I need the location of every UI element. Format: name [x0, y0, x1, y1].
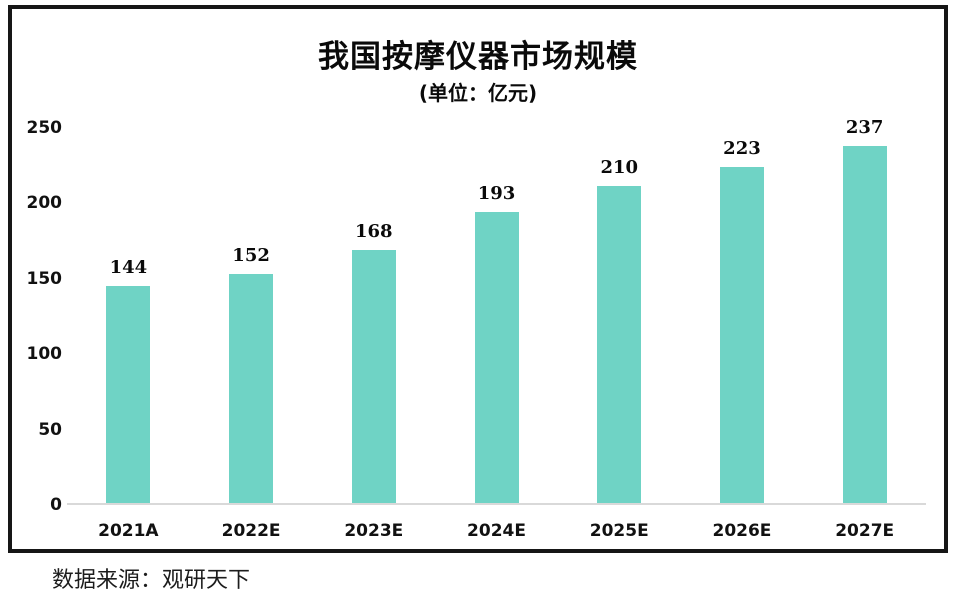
bar-value-label: 223	[723, 137, 761, 159]
bar-2026E	[719, 166, 764, 503]
x-tick-label-2022E: 2022E	[221, 521, 281, 541]
x-tick-label-2025E: 2025E	[589, 521, 649, 541]
y-tick-label: 150	[26, 268, 63, 289]
bar-column-2023E: 168	[312, 128, 435, 503]
chart-subtitle: (单位：亿元)	[418, 81, 538, 105]
y-tick-label: 0	[50, 495, 62, 515]
bar-column-2026E: 223	[681, 128, 804, 503]
bar-2024E	[474, 211, 519, 503]
bar-value-label: 210	[600, 157, 639, 179]
chart-frame: 我国按摩仪器市场规模 (单位：亿元) 0 50 100 150 200 250 144 15…	[8, 5, 948, 553]
bar-2023E	[351, 249, 396, 503]
y-tick-label: 250	[26, 118, 63, 138]
bar-column-2027E: 237	[803, 118, 926, 503]
bar-value-label: 193	[477, 182, 516, 204]
x-tick-label-2026E: 2026E	[712, 521, 772, 541]
bar-2027E	[842, 145, 887, 503]
x-tick-label-2024E: 2024E	[467, 521, 526, 541]
bar-2025E	[597, 186, 642, 503]
bar-column-2021A: 144	[67, 128, 190, 503]
bar-2021A	[106, 285, 151, 503]
x-axis: 2021A 2022E 2023E 2024E 2025E 2026E 2027E	[67, 514, 926, 540]
y-tick-label: 200	[26, 193, 63, 214]
y-tick-label: 100	[26, 344, 63, 365]
bar-column-2022E: 152	[190, 128, 313, 503]
bars-row: 144 152 168 193 210 223 237	[67, 118, 926, 503]
bar-value-label: 144	[109, 256, 148, 278]
bar-column-2024E: 193	[435, 128, 558, 503]
bar-2022E	[229, 273, 274, 503]
bar-value-label: 168	[355, 220, 393, 242]
bar-value-label: 152	[232, 244, 270, 266]
plot-area: 144 152 168 193 210 223 237	[67, 118, 926, 505]
bar-column-2025E: 210	[558, 128, 681, 503]
chart-title: 我国按摩仪器市场规模	[318, 39, 638, 75]
y-axis: 0 50 100 150 200 250	[20, 120, 63, 514]
source-note: 数据来源：观研天下	[52, 568, 251, 593]
x-tick-label-2021A: 2021A	[98, 521, 159, 541]
x-tick-label-2023E: 2023E	[344, 521, 404, 541]
y-tick-label: 50	[38, 419, 62, 440]
x-tick-label-2027E: 2027E	[835, 521, 895, 541]
bar-value-label: 237	[845, 116, 884, 138]
